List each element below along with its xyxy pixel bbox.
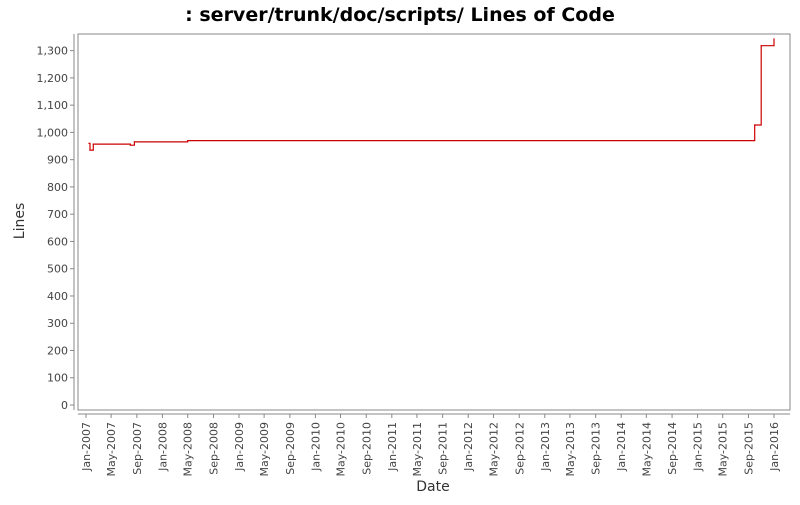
x-axis: Jan-2007 May-2007 Sep-2007 Jan-2008 May-2008… [78, 413, 790, 477]
data-point [754, 124, 756, 126]
data-point [92, 143, 94, 145]
x-tick-label: Sep-2012 [513, 422, 526, 475]
x-tick-label: Jan-2014 [615, 422, 628, 472]
x-tick-label: Jan-2010 [309, 422, 322, 472]
x-tick-label: Jan-2009 [233, 422, 246, 472]
x-tick-label: Jan-2011 [386, 422, 399, 472]
y-axis: 0 100 200 300 400 500 600 700 800 900 1,000 1,100 1,… [37, 34, 75, 412]
x-tick-label: May-2014 [640, 422, 653, 477]
y-tick-label: 600 [47, 235, 68, 248]
x-tick-label: Sep-2013 [590, 422, 603, 475]
x-tick-label: May-2007 [105, 422, 118, 477]
x-tick-label: Sep-2011 [437, 422, 450, 475]
x-tick-label: May-2012 [488, 422, 501, 477]
data-point [88, 142, 90, 144]
x-tick-label: Jan-2016 [768, 422, 781, 472]
y-tick-label: 1,300 [37, 45, 69, 58]
y-tick-label: 100 [47, 372, 68, 385]
x-tick-label: May-2010 [335, 422, 348, 477]
x-tick-label: Sep-2009 [284, 422, 297, 475]
x-tick-label: Jan-2007 [80, 422, 93, 472]
x-tick-label: Jan-2013 [539, 422, 552, 472]
x-tick-label: May-2013 [564, 422, 577, 477]
chart-title: : server/trunk/doc/scripts/ Lines of Cod… [185, 4, 615, 26]
x-tick-label: Jan-2008 [156, 422, 169, 472]
x-tick-label: Sep-2008 [207, 422, 220, 475]
data-point [760, 45, 762, 47]
x-tick-label: May-2011 [411, 422, 424, 477]
y-tick-label: 0 [61, 399, 68, 412]
y-axis-label: Lines [12, 203, 28, 239]
x-tick-label: Sep-2010 [360, 422, 373, 475]
plot-area [77, 33, 791, 411]
y-tick-label: 900 [47, 154, 68, 167]
y-tick-label: 500 [47, 263, 68, 276]
x-tick-label: Jan-2012 [462, 422, 475, 472]
data-point [89, 149, 91, 151]
y-tick-label: 400 [47, 290, 68, 303]
y-tick-label: 1,200 [37, 72, 69, 85]
y-tick-label: 300 [47, 317, 68, 330]
x-tick-label: Sep-2015 [742, 422, 755, 475]
x-tick-label: Jan-2015 [692, 422, 705, 472]
x-axis-label: Date [416, 479, 449, 495]
x-tick-label: May-2008 [182, 422, 195, 477]
y-tick-label: 700 [47, 208, 68, 221]
y-tick-label: 200 [47, 344, 68, 357]
data-point [773, 38, 775, 40]
data-point [133, 141, 135, 143]
y-tick-label: 1,100 [37, 99, 69, 112]
y-tick-label: 1,000 [37, 126, 69, 139]
x-tick-label: May-2015 [717, 422, 730, 477]
data-point [129, 144, 131, 146]
x-tick-label: May-2009 [258, 422, 271, 477]
x-tick-label: Sep-2007 [131, 422, 144, 475]
series-layer [88, 38, 775, 151]
x-tick-label: Sep-2014 [666, 422, 679, 475]
data-point [187, 140, 189, 142]
y-tick-label: 800 [47, 181, 68, 194]
